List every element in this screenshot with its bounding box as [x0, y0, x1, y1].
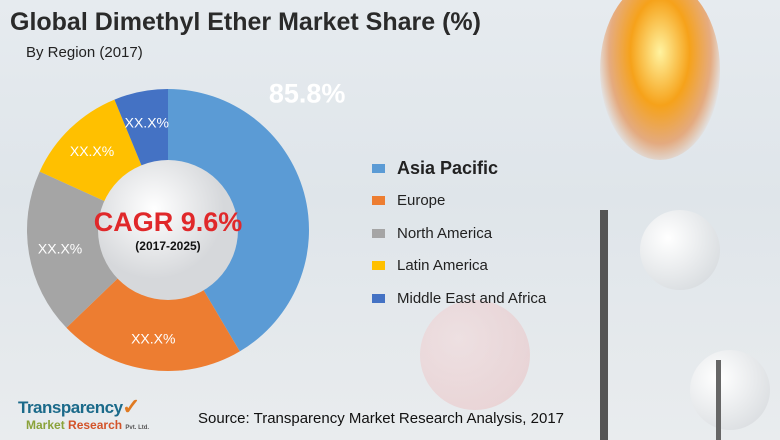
legend-item: Latin America	[372, 250, 546, 283]
logo-line2: Market Research Pvt. Ltd.	[26, 418, 149, 432]
logo-suffix: Pvt. Ltd.	[125, 425, 150, 431]
center-label: CAGR 9.6%	[94, 207, 243, 237]
chart-title: Global Dimethyl Ether Market Share (%)	[10, 8, 481, 36]
legend-label: North America	[397, 224, 493, 242]
data-label: XX.X%	[131, 331, 175, 347]
source-note: Source: Transparency Market Research Ana…	[198, 410, 565, 427]
legend-item: Asia Pacific	[372, 152, 546, 185]
center-sublabel: (2017-2025)	[135, 239, 200, 253]
data-label: XX.X%	[125, 115, 169, 131]
checkmark-icon: ✓	[122, 394, 141, 419]
legend-label: Latin America	[397, 257, 488, 275]
slice-europe	[66, 230, 240, 372]
legend-swatch	[372, 163, 385, 173]
legend-label: Asia Pacific	[397, 157, 499, 178]
tower-decoration	[600, 210, 608, 440]
legend-label: Europe	[397, 192, 446, 210]
tower-decoration	[716, 360, 721, 440]
data-label: XX.X%	[38, 240, 82, 256]
logo-line1: Transparency	[18, 398, 123, 417]
data-label: 85.8%	[269, 78, 346, 108]
slice-north-america	[27, 171, 168, 328]
legend-swatch	[372, 293, 385, 303]
legend-item: Europe	[372, 185, 546, 218]
legend: Asia Pacific Europe North America Latin Ame…	[372, 152, 546, 315]
data-label: XX.X%	[70, 143, 114, 159]
company-logo: Transparency Market Research Pvt. Ltd. ✓	[18, 394, 149, 432]
molecule-decoration	[640, 210, 720, 290]
logo-research: Research	[68, 418, 123, 432]
legend-item: North America	[372, 217, 546, 250]
legend-swatch	[372, 261, 385, 271]
chart-subtitle: By Region (2017)	[26, 44, 143, 61]
legend-item: Middle East and Africa	[372, 282, 546, 315]
legend-swatch	[372, 196, 385, 206]
legend-swatch	[372, 228, 385, 238]
flame-decoration	[600, 0, 720, 160]
molecule-decoration	[690, 350, 770, 430]
logo-market: Market	[26, 418, 69, 432]
donut-center	[98, 160, 238, 300]
molecule-decoration	[420, 300, 530, 410]
legend-label: Middle East and Africa	[397, 289, 547, 307]
